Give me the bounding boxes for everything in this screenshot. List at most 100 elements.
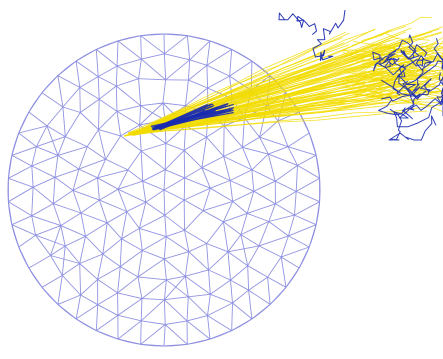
mesh-edge bbox=[206, 243, 229, 253]
mesh-edge bbox=[183, 199, 204, 212]
mesh-edge bbox=[246, 191, 255, 214]
mesh-edge bbox=[165, 320, 188, 325]
mesh-edge bbox=[277, 120, 289, 147]
mesh-edge bbox=[268, 203, 276, 222]
mesh-edge bbox=[78, 146, 88, 170]
mesh-edge bbox=[258, 245, 282, 258]
mesh-edge bbox=[8, 177, 34, 188]
mesh-edge bbox=[227, 245, 260, 253]
mesh-edge bbox=[105, 135, 121, 160]
mesh-edge bbox=[117, 320, 142, 340]
mesh-edge bbox=[207, 315, 211, 340]
mesh-edge bbox=[183, 150, 186, 178]
mesh-edge bbox=[11, 154, 33, 167]
mesh-edge bbox=[163, 189, 166, 216]
mesh-edge bbox=[98, 129, 121, 137]
mesh-edge bbox=[53, 203, 82, 214]
mesh-edge bbox=[60, 225, 86, 237]
blue-tangle bbox=[388, 108, 437, 141]
mesh-edge bbox=[208, 251, 229, 271]
mesh-edge bbox=[184, 210, 204, 231]
mesh-edge bbox=[227, 251, 231, 281]
mesh-edge bbox=[96, 314, 119, 331]
mesh-edge bbox=[242, 117, 245, 148]
blue-tangle bbox=[396, 55, 425, 96]
mesh-edge bbox=[164, 296, 189, 301]
mesh-edge bbox=[79, 76, 99, 88]
mesh-edge bbox=[80, 294, 98, 306]
mesh-edge bbox=[79, 236, 86, 264]
mesh-edge bbox=[251, 169, 276, 182]
yellow-trajectory bbox=[357, 76, 443, 95]
mesh-edge bbox=[248, 290, 253, 319]
mesh-edge bbox=[141, 320, 166, 325]
yellow-trajectory bbox=[361, 32, 430, 42]
mesh-edge bbox=[294, 201, 320, 216]
mesh-edge bbox=[120, 135, 142, 152]
mesh-edge bbox=[115, 65, 118, 87]
mesh-edge bbox=[259, 136, 289, 148]
mesh-edge bbox=[230, 280, 233, 304]
mesh-edge bbox=[31, 165, 56, 178]
mesh-edge bbox=[52, 177, 56, 204]
mesh-edge bbox=[184, 177, 211, 189]
mesh-edge bbox=[184, 167, 203, 179]
mesh-edge bbox=[31, 203, 54, 217]
mesh-edge bbox=[185, 80, 189, 106]
mesh-edge bbox=[140, 150, 166, 171]
mesh-edge bbox=[78, 168, 98, 179]
mesh-edge bbox=[210, 279, 231, 295]
mesh-edge bbox=[164, 143, 167, 170]
mesh-edge bbox=[222, 221, 229, 252]
mesh-edge bbox=[8, 201, 32, 217]
mesh-edge bbox=[31, 154, 59, 167]
mesh-edge bbox=[139, 105, 142, 126]
yellow-trajectory bbox=[129, 39, 391, 135]
mesh-edge bbox=[36, 146, 59, 156]
mesh-edge bbox=[119, 238, 123, 267]
mesh-edge bbox=[57, 275, 63, 305]
mesh-edge bbox=[50, 245, 66, 256]
mesh-edge bbox=[105, 158, 129, 171]
mesh-edge bbox=[137, 258, 165, 278]
mesh-edge bbox=[28, 111, 48, 127]
mesh-edge bbox=[240, 221, 269, 236]
mesh-edge bbox=[163, 258, 167, 280]
mesh-edge bbox=[164, 149, 185, 171]
mesh-edge bbox=[206, 136, 225, 157]
blue-trajectory bbox=[150, 103, 208, 131]
mesh-edge bbox=[18, 125, 48, 134]
yellow-trajectory bbox=[379, 77, 443, 88]
mesh-edge bbox=[206, 49, 232, 66]
mesh-edge bbox=[162, 102, 186, 107]
mesh-edge bbox=[232, 302, 253, 320]
blue-tangle bbox=[388, 39, 443, 69]
mesh-edge bbox=[116, 65, 139, 80]
mesh-edge bbox=[97, 169, 129, 179]
mesh-edge bbox=[164, 35, 188, 55]
mesh-edge bbox=[186, 315, 208, 322]
mesh-edge bbox=[183, 149, 203, 169]
mesh-edge bbox=[142, 180, 165, 191]
mesh-edge bbox=[145, 201, 166, 216]
mesh-edge bbox=[162, 79, 167, 104]
mesh-edge bbox=[223, 125, 243, 148]
yellow-trajectory bbox=[366, 70, 443, 88]
mesh-edge bbox=[8, 186, 34, 203]
blue-tangle bbox=[373, 53, 405, 76]
mesh-edge bbox=[79, 263, 98, 280]
mesh-edge bbox=[164, 199, 185, 216]
mesh-edge bbox=[140, 324, 166, 345]
mesh-edge bbox=[117, 169, 129, 190]
mesh-edge bbox=[164, 214, 185, 231]
mesh-edge bbox=[86, 129, 99, 147]
mesh-edge bbox=[165, 59, 190, 81]
mesh-edge bbox=[253, 190, 276, 205]
yellow-trajectory bbox=[127, 93, 375, 135]
mesh-edge bbox=[166, 229, 185, 238]
mesh-edge bbox=[141, 53, 165, 60]
mesh-edge bbox=[201, 156, 224, 169]
mesh-edge bbox=[98, 98, 118, 112]
mesh-edge bbox=[208, 269, 211, 295]
